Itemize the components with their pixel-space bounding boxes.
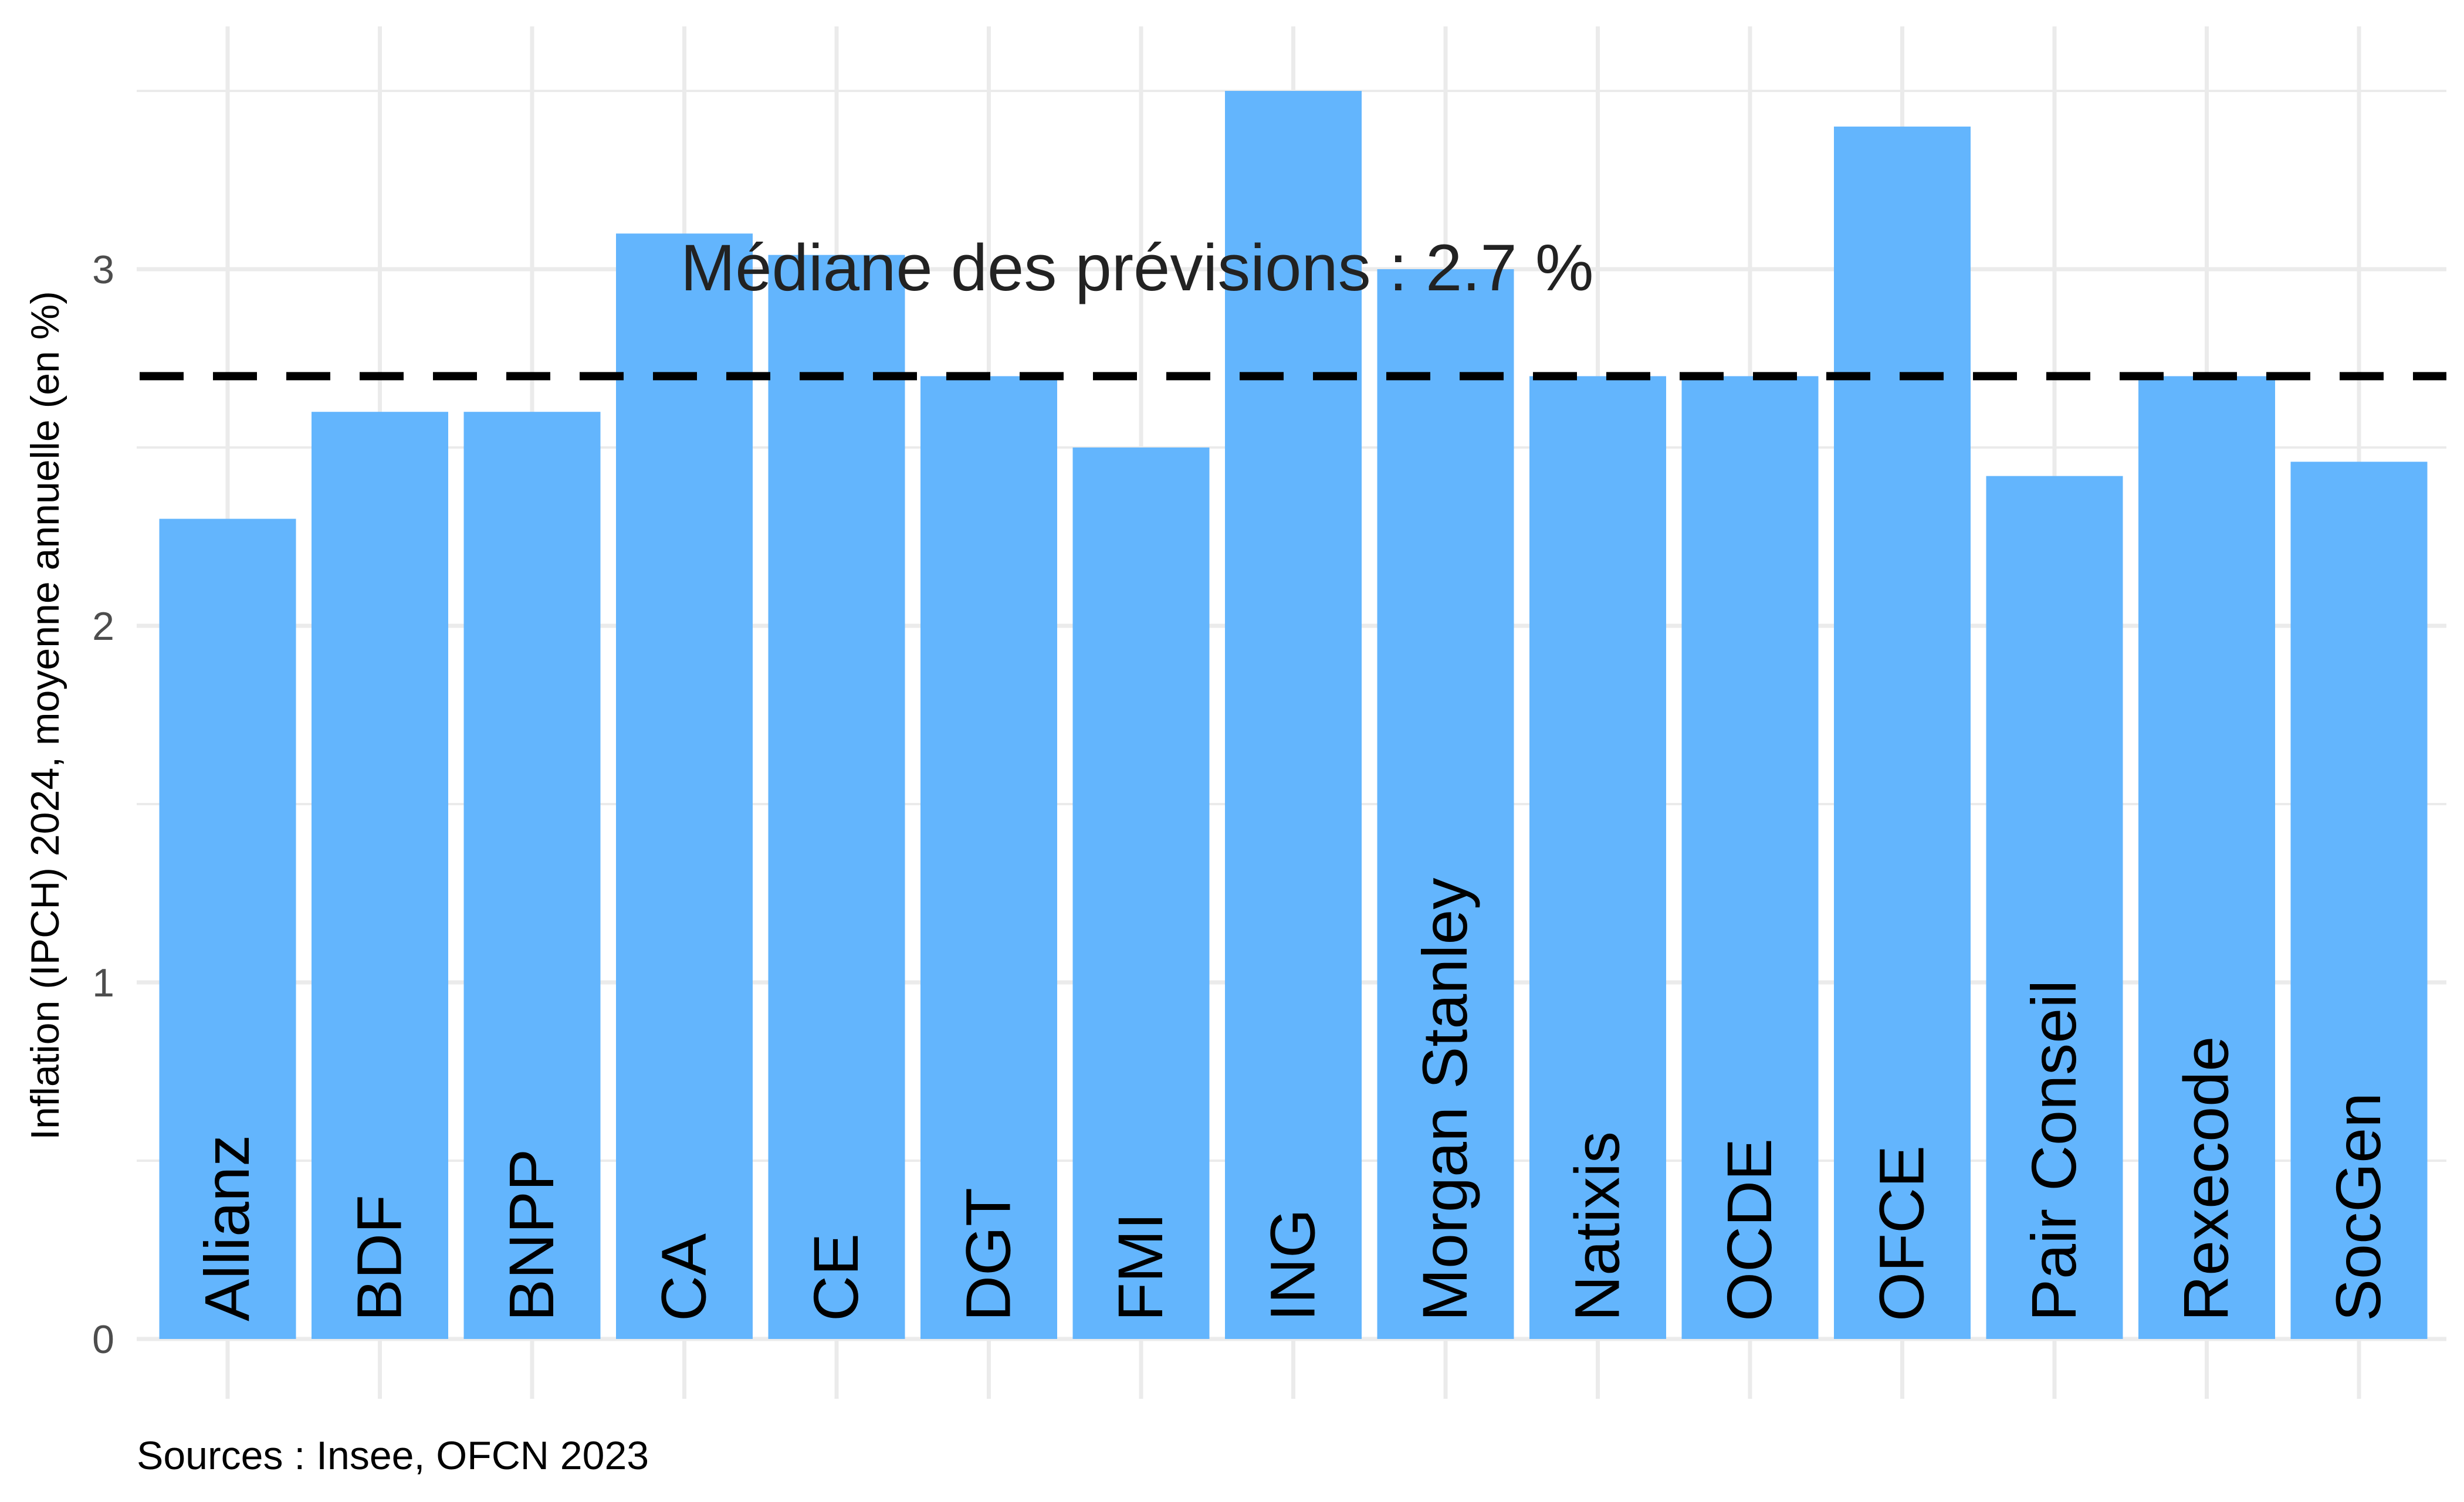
bar-label: BDF (344, 1195, 415, 1321)
source-caption: Sources : Insee, OFCN 2023 (137, 1433, 649, 1478)
bar-rexecode (2138, 376, 2275, 1339)
bar-dgt (920, 376, 1057, 1339)
bar-ocde (1681, 376, 1819, 1339)
bar-label: Pair Conseil (2018, 980, 2089, 1321)
bar-fmi (1072, 447, 1210, 1339)
y-axis-title: Inflation (IPCH) 2024, moyenne annuelle … (23, 291, 67, 1140)
bar-morgan-stanley (1377, 269, 1514, 1339)
bar-natixis (1529, 376, 1666, 1339)
bar-ca (616, 233, 753, 1340)
bar-label: BNPP (496, 1149, 567, 1321)
bar-label: OFCE (1866, 1145, 1937, 1321)
median-annotation: Médiane des prévisions : 2.7 % (681, 231, 1593, 304)
bar-label: CE (800, 1233, 871, 1321)
bar-socgen (2290, 462, 2428, 1339)
bar-label: SocGen (2323, 1093, 2394, 1321)
bar-label: Morgan Stanley (1409, 878, 1480, 1321)
y-tick-label: 3 (92, 247, 114, 292)
bar-bdf (312, 412, 448, 1340)
bar-labels: Allianz BDF BNPP CA CE DGT FMI ING Morgan Stanle… (191, 878, 2394, 1321)
bar-label: ING (1257, 1209, 1328, 1321)
bar-ofce (1834, 126, 1971, 1339)
y-tick-label: 2 (92, 604, 114, 649)
bar-bnpp (463, 412, 601, 1340)
bar-label: Natixis (1562, 1131, 1633, 1321)
bar-allianz (159, 518, 296, 1339)
bar-label: DGT (953, 1188, 1024, 1321)
y-tick-label: 1 (92, 961, 114, 1005)
bar-label: FMI (1105, 1212, 1176, 1321)
y-tick-label: 0 (92, 1317, 114, 1362)
bar-label: OCDE (1714, 1138, 1785, 1321)
y-axis-ticks: 0 1 2 3 (92, 247, 114, 1362)
bar-label: CA (648, 1233, 719, 1321)
bar-pair-conseil (1986, 476, 2123, 1339)
bar-label: Allianz (191, 1135, 262, 1321)
bars (159, 91, 2428, 1340)
bar-label: Rexecode (2171, 1036, 2242, 1321)
bar-ing (1225, 91, 1362, 1339)
bar-ce (768, 255, 905, 1340)
